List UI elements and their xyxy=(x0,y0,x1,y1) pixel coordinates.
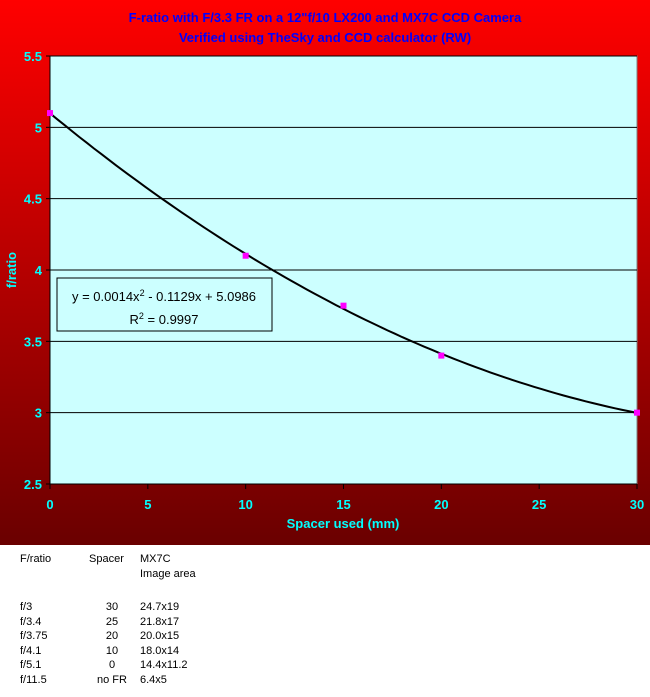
table-cell: 10 xyxy=(105,644,119,657)
table-cell: f/3.75 xyxy=(20,630,48,642)
data-point xyxy=(47,110,53,117)
table-cell: MX7C xyxy=(140,553,171,565)
y-tick-label: 4 xyxy=(35,263,43,278)
superscript: 2 xyxy=(140,288,145,298)
data-point xyxy=(242,252,249,259)
y-tick-label: 4.5 xyxy=(24,192,42,207)
y-tick-label: 3.5 xyxy=(24,334,42,349)
x-tick-label: 30 xyxy=(630,497,644,512)
equation-part: R xyxy=(130,312,139,327)
equation: y = 0.0014x2 - 0.1129x + 5.0986 xyxy=(72,288,256,304)
x-tick-label: 25 xyxy=(532,497,546,512)
chart-title: F-ratio with F/3.3 FR on a 12"f/10 LX200… xyxy=(129,10,522,25)
table-cell: f/11.5 xyxy=(20,673,47,686)
trendline xyxy=(49,112,638,414)
equation-part: = 0.9997 xyxy=(144,312,199,327)
equation-box xyxy=(56,277,273,332)
equation-part: y = 0.0014x xyxy=(72,289,140,304)
x-tick-label: 5 xyxy=(144,497,151,512)
x-tick-label: 0 xyxy=(46,497,53,512)
chart: F-ratio with F/3.3 FR on a 12"f/10 LX200… xyxy=(0,0,650,545)
table-cell: 6.4x5 xyxy=(140,673,167,686)
y-tick-label: 5 xyxy=(35,120,42,135)
table-cell: Image area xyxy=(140,568,196,580)
data-point xyxy=(634,409,640,416)
table: F/ratio Spacer MX7C Image area f/3 30 24.7x19 f… xyxy=(0,545,650,697)
table-cell: 30 xyxy=(105,601,119,613)
equation-part: - 0.1129x + 5.0986 xyxy=(145,289,256,304)
x-tick-label: 10 xyxy=(238,497,252,512)
table-cell: Spacer xyxy=(89,553,124,565)
table-cell: 18.0x14 xyxy=(140,644,180,657)
superscript: 2 xyxy=(139,311,144,321)
table-cell: f/4.1 xyxy=(20,644,42,657)
table-cell: F/ratio xyxy=(20,553,52,565)
y-tick-label: 3 xyxy=(35,406,42,421)
table-cell: 14.4x11.2 xyxy=(140,659,188,671)
table-cell: 24.7x19 xyxy=(140,601,180,613)
table-cell: 25 xyxy=(105,615,119,628)
x-tick-label: 20 xyxy=(434,497,448,512)
y-tick-label: 5.5 xyxy=(24,49,42,64)
table-cell: f/3.4 xyxy=(20,615,42,628)
data-point xyxy=(438,352,445,359)
y-tick-label: 2.5 xyxy=(24,477,42,492)
table-cell: 20 xyxy=(105,630,119,642)
equation: R2 = 0.9997 xyxy=(130,311,199,327)
table-cell: f/5.1 xyxy=(20,659,42,671)
x-tick-label: 15 xyxy=(336,497,350,512)
table-cell: 0 xyxy=(108,659,116,671)
x-axis-title: Spacer used (mm) xyxy=(287,516,400,531)
table-cell: no FR xyxy=(97,673,127,686)
chart-subtitle: Verified using TheSky and CCD calculator… xyxy=(179,30,471,45)
table-cell: 21.8x17 xyxy=(140,615,180,628)
data-point xyxy=(340,302,347,309)
y-axis-title: f/ratio xyxy=(4,252,19,288)
table-cell: f/3 xyxy=(20,601,33,613)
table-cell: 20.0x15 xyxy=(140,630,180,642)
